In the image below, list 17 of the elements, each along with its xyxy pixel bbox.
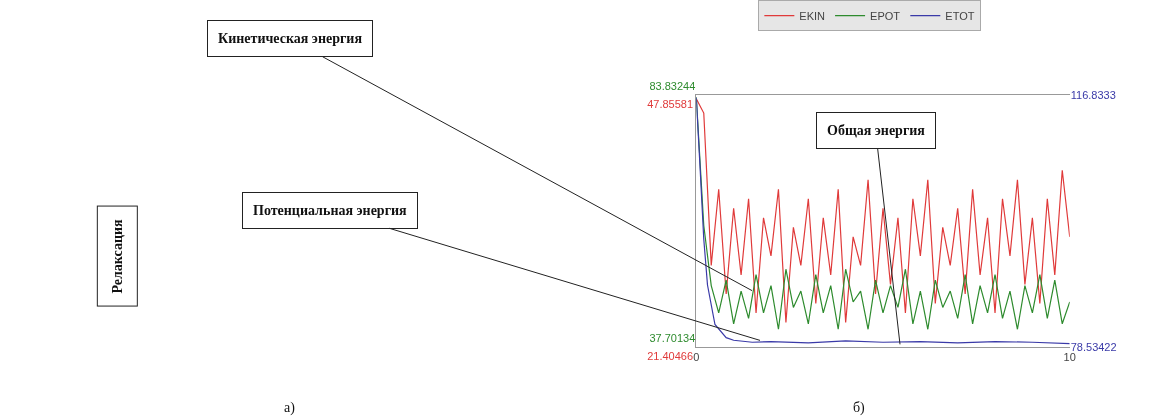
legend-label: EKIN — [799, 9, 826, 22]
text: а) — [284, 400, 296, 416]
y-tick-label: 47.85581 — [647, 98, 694, 111]
y2-tick-label: 37.70134 — [649, 332, 696, 345]
x-tick-label: 0 — [693, 351, 700, 364]
text: Потенциальная энергия — [253, 203, 408, 218]
y2-tick-label: 83.83244 — [649, 80, 696, 93]
legend-label: ETOT — [945, 9, 975, 22]
y-tick-label: 21.40466 — [647, 350, 694, 363]
text: Релаксация — [109, 218, 125, 294]
x-tick-label: 10 — [1063, 351, 1076, 364]
text: б) — [853, 400, 866, 416]
text: Кинетическая энергия — [218, 31, 363, 46]
legend-label: EPOT — [870, 9, 901, 22]
annotation: Общая энергия — [827, 123, 926, 138]
y3-tick-label: 78.53422 — [1070, 341, 1117, 354]
y3-tick-label: 116.8333 — [1070, 89, 1116, 102]
